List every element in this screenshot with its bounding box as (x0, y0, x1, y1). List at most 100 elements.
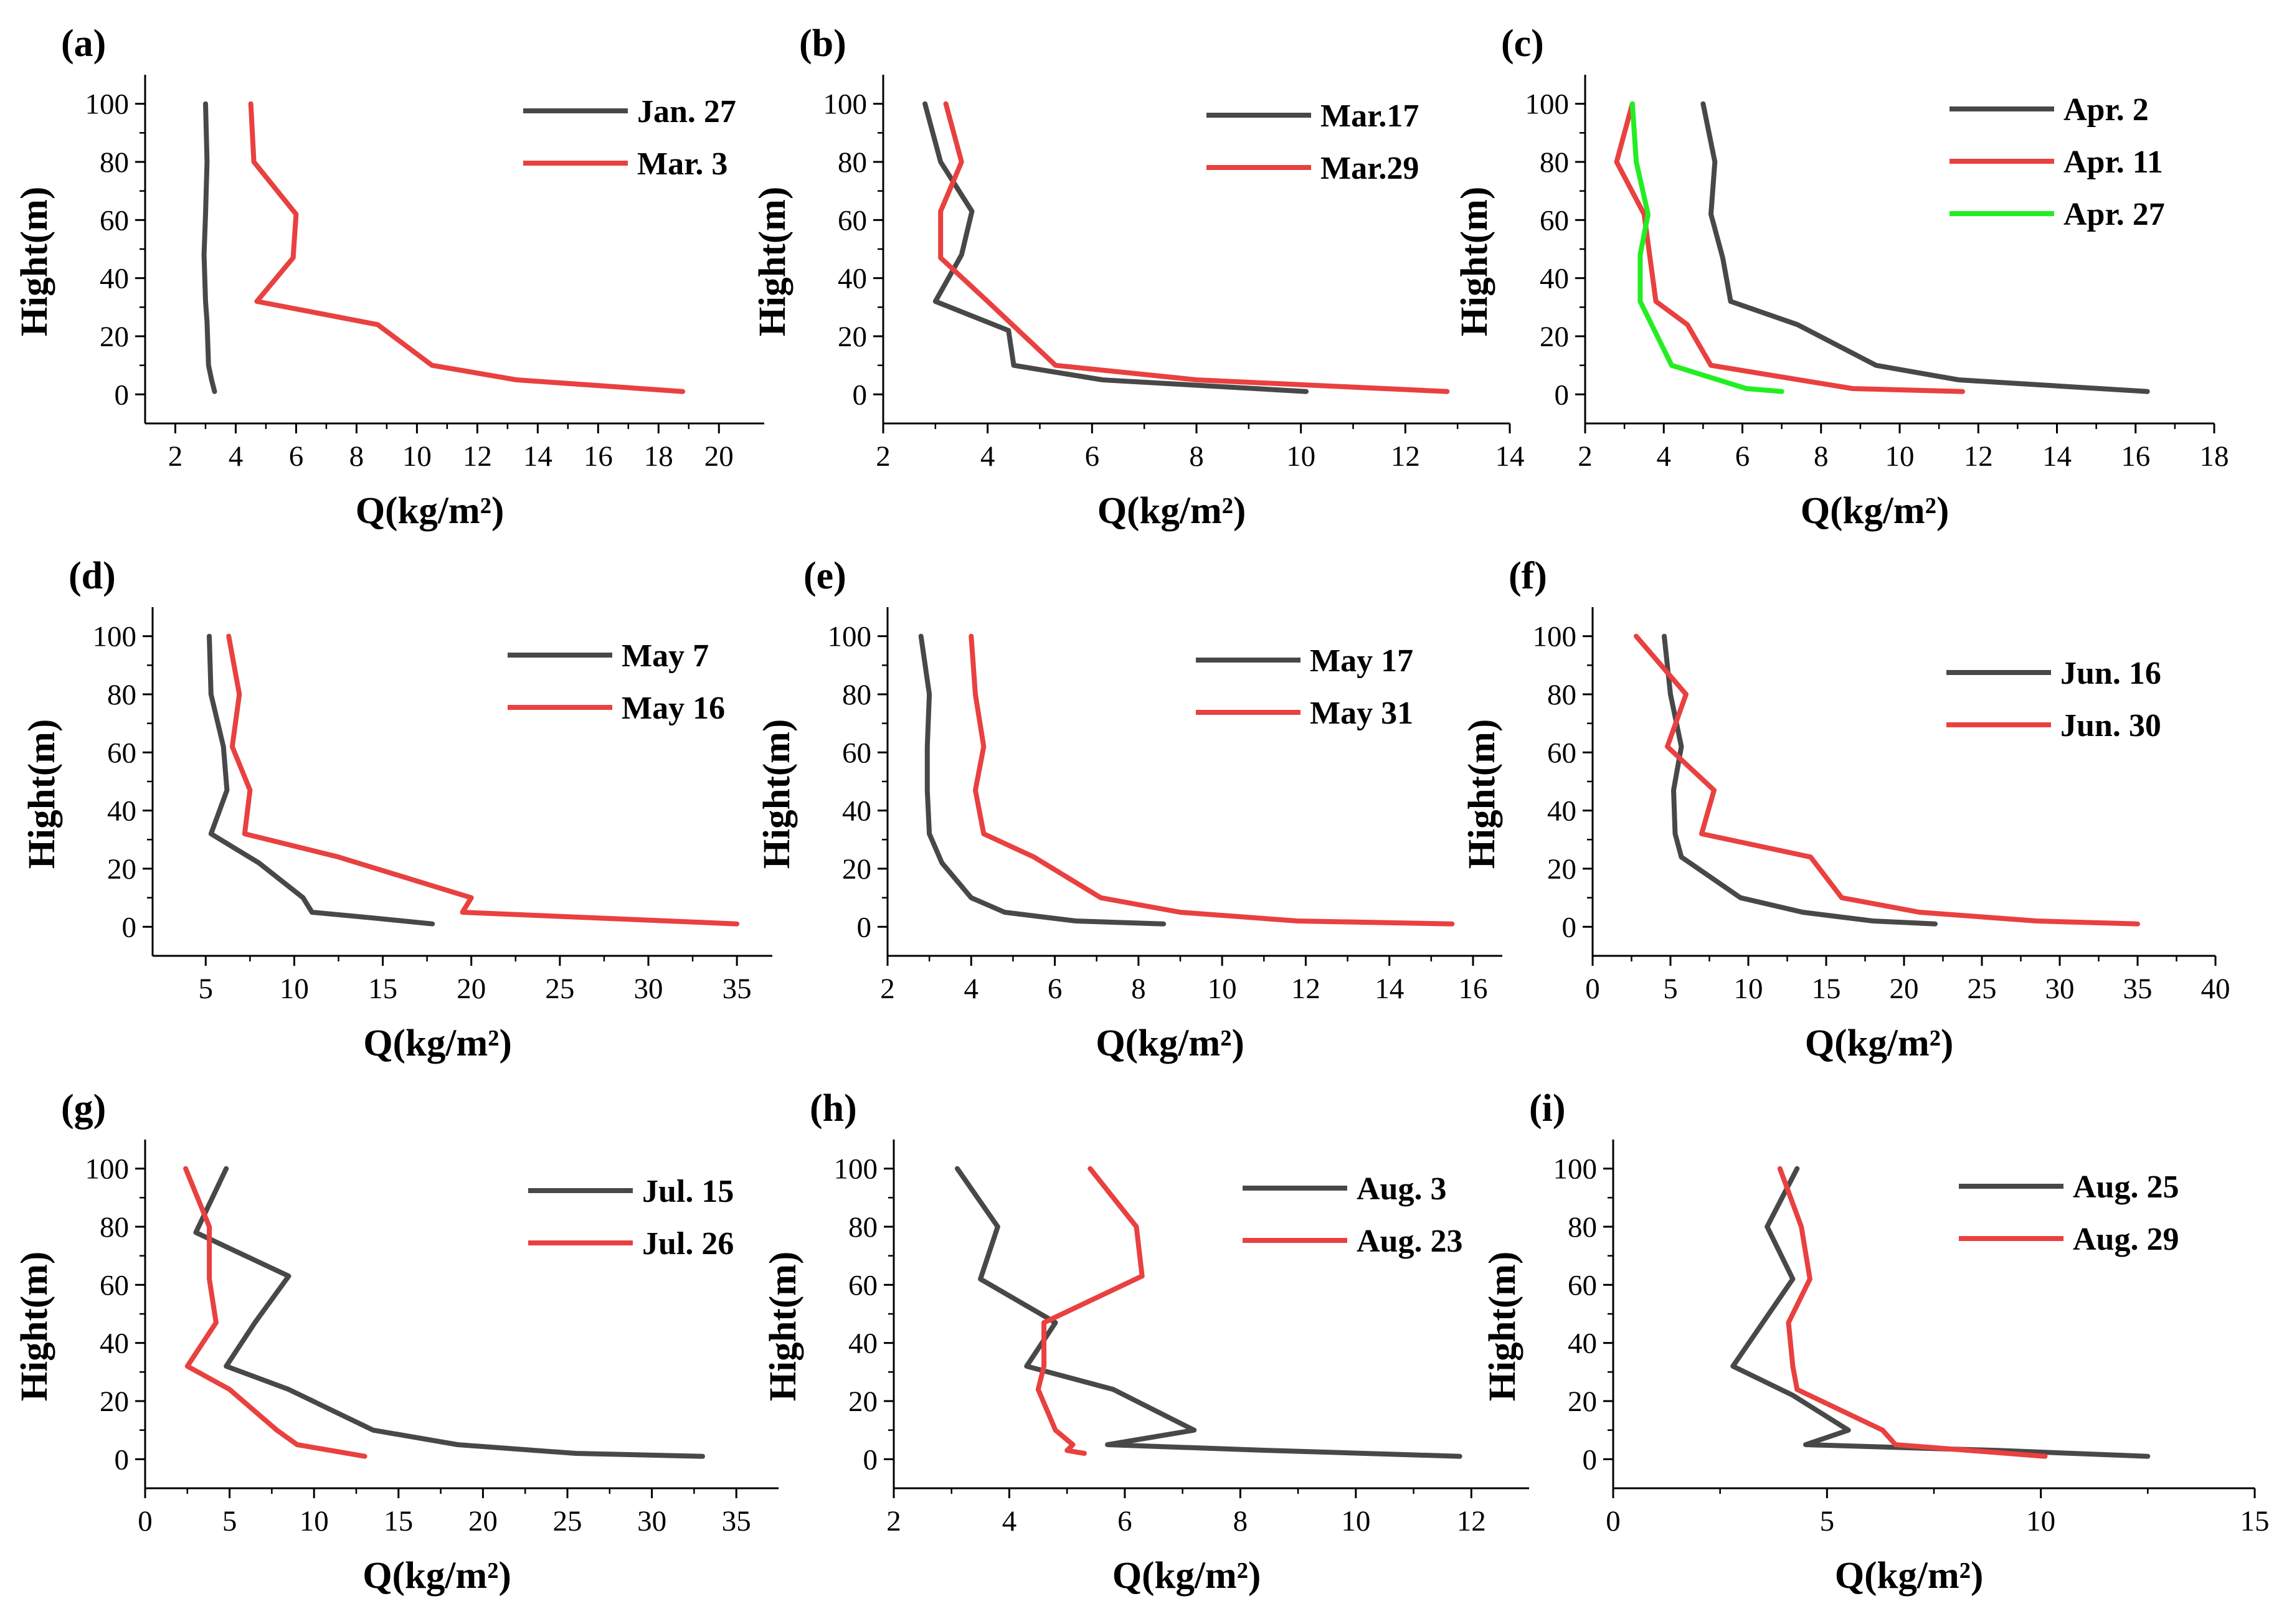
y-axis-title: Hight(m) (14, 187, 55, 337)
x-tick-label: 4 (1657, 440, 1672, 473)
x-tick-label: 15 (384, 1505, 413, 1537)
x-tick-label: 4 (1002, 1505, 1017, 1537)
y-tick-label: 100 (93, 621, 137, 653)
y-tick-label: 40 (107, 795, 136, 828)
legend-label-2: May 16 (622, 691, 725, 726)
x-tick-label: 6 (1085, 440, 1100, 473)
x-tick-label: 35 (722, 1505, 751, 1537)
x-tick-label: 0 (1585, 973, 1600, 1005)
y-tick-label: 100 (834, 1153, 878, 1186)
y-tick-label: 40 (1568, 1328, 1597, 1360)
y-tick-label: 80 (1568, 1211, 1597, 1244)
y-tick-label: 60 (100, 204, 129, 237)
x-tick-label: 14 (1375, 973, 1404, 1005)
series-line-1 (955, 1166, 1462, 1459)
x-tick-label: 8 (1189, 440, 1204, 473)
y-tick-label: 80 (100, 146, 129, 179)
legend-label-1: Apr. 2 (2063, 92, 2149, 128)
panel-label: (a) (61, 22, 106, 65)
series-line-1 (1700, 101, 2150, 394)
y-tick-label: 100 (823, 88, 868, 121)
panel-label: (c) (1501, 22, 1544, 65)
y-tick-label: 20 (1568, 1386, 1597, 1418)
legend-label-2: Mar.29 (1320, 151, 1419, 186)
y-tick-label: 60 (1547, 737, 1576, 769)
y-tick-label: 0 (115, 379, 130, 411)
y-tick-label: 100 (1525, 88, 1570, 121)
series-line-2 (1614, 101, 1965, 394)
x-tick-label: 5 (199, 973, 214, 1005)
x-tick-label: 6 (1048, 973, 1063, 1005)
y-tick-label: 20 (1547, 853, 1576, 885)
x-tick-label: 15 (1812, 973, 1841, 1005)
legend-label-2: Apr. 11 (2063, 144, 2163, 180)
x-tick-label: 30 (2045, 973, 2075, 1005)
y-tick-label: 20 (848, 1386, 878, 1418)
x-tick-label: 20 (468, 1505, 498, 1537)
y-tick-label: 20 (1540, 321, 1569, 353)
y-tick-label: 0 (857, 911, 872, 943)
x-tick-label: 10 (402, 440, 432, 473)
y-tick-label: 80 (107, 679, 136, 711)
y-tick-label: 60 (848, 1269, 878, 1301)
legend-label-1: Mar.17 (1320, 98, 1419, 134)
x-tick-label: 40 (2201, 973, 2230, 1005)
y-axis-title: Hight(m) (756, 719, 798, 869)
panel-g: (g) 0 5 10 15 20 25 30 35 0 20 40 60 80 100 Q(kg/m²) Hig… (14, 1087, 779, 1597)
x-tick-label: 5 (222, 1505, 237, 1537)
x-tick-label: 12 (1291, 973, 1320, 1005)
y-tick-label: 20 (100, 1386, 129, 1418)
y-tick-label: 60 (842, 737, 871, 769)
legend-label-2: Jul. 26 (642, 1226, 734, 1262)
y-tick-label: 40 (842, 795, 871, 828)
panel-d: (d) 5 10 15 20 25 30 35 0 20 40 60 80 100 Q(kg/m²) High… (21, 555, 772, 1064)
x-tick-label: 4 (229, 440, 244, 473)
legend-label-1: May 7 (622, 638, 709, 674)
y-tick-label: 60 (100, 1269, 129, 1301)
x-tick-label: 16 (2121, 440, 2150, 473)
x-tick-label: 20 (1890, 973, 1919, 1005)
x-tick-label: 8 (349, 440, 364, 473)
x-axis-title: Q(kg/m²) (1835, 1555, 1984, 1597)
x-tick-label: 8 (1233, 1505, 1248, 1537)
x-tick-label: 14 (1495, 440, 1525, 473)
x-axis-title: Q(kg/m²) (1096, 1022, 1244, 1064)
x-tick-label: 10 (2026, 1505, 2055, 1537)
x-tick-label: 15 (368, 973, 397, 1005)
legend-label-2: Aug. 23 (1357, 1224, 1462, 1259)
panel-label: (b) (799, 22, 846, 65)
x-tick-label: 25 (1968, 973, 1997, 1005)
x-tick-label: 10 (1208, 973, 1237, 1005)
panel-h: (h) 2 4 6 8 10 12 0 20 40 60 80 100 Q(kg/m²) Hight(m) A… (762, 1087, 1529, 1597)
y-tick-label: 20 (100, 321, 129, 353)
y-tick-label: 60 (1568, 1269, 1597, 1301)
x-axis-title: Q(kg/m²) (362, 1555, 511, 1597)
panel-f: (f) 0 5 10 15 20 25 30 35 40 0 20 40 60 80 100 Q(kg/m²) H… (1461, 555, 2230, 1064)
series-line-2 (969, 633, 1455, 927)
y-tick-label: 100 (1553, 1153, 1598, 1186)
x-tick-label: 10 (1286, 440, 1315, 473)
x-tick-label: 0 (1606, 1505, 1621, 1537)
series-line-2 (938, 101, 1450, 394)
x-tick-label: 6 (1735, 440, 1750, 473)
x-tick-label: 10 (300, 1505, 329, 1537)
series-line-2 (183, 1166, 367, 1459)
y-tick-label: 0 (1583, 1443, 1598, 1476)
y-tick-label: 40 (1547, 795, 1576, 828)
x-tick-label: 4 (964, 973, 979, 1005)
x-tick-label: 10 (1734, 973, 1763, 1005)
panel-label: (h) (810, 1087, 857, 1130)
y-tick-label: 60 (107, 737, 136, 769)
y-tick-label: 40 (838, 263, 867, 295)
y-tick-label: 100 (828, 621, 872, 653)
y-tick-label: 40 (100, 1328, 129, 1360)
y-tick-label: 0 (1562, 911, 1577, 943)
x-tick-label: 35 (722, 973, 752, 1005)
y-tick-label: 40 (100, 263, 129, 295)
x-tick-label: 4 (980, 440, 995, 473)
x-tick-label: 12 (1457, 1505, 1486, 1537)
y-tick-label: 80 (848, 1211, 878, 1244)
y-tick-label: 20 (838, 321, 867, 353)
